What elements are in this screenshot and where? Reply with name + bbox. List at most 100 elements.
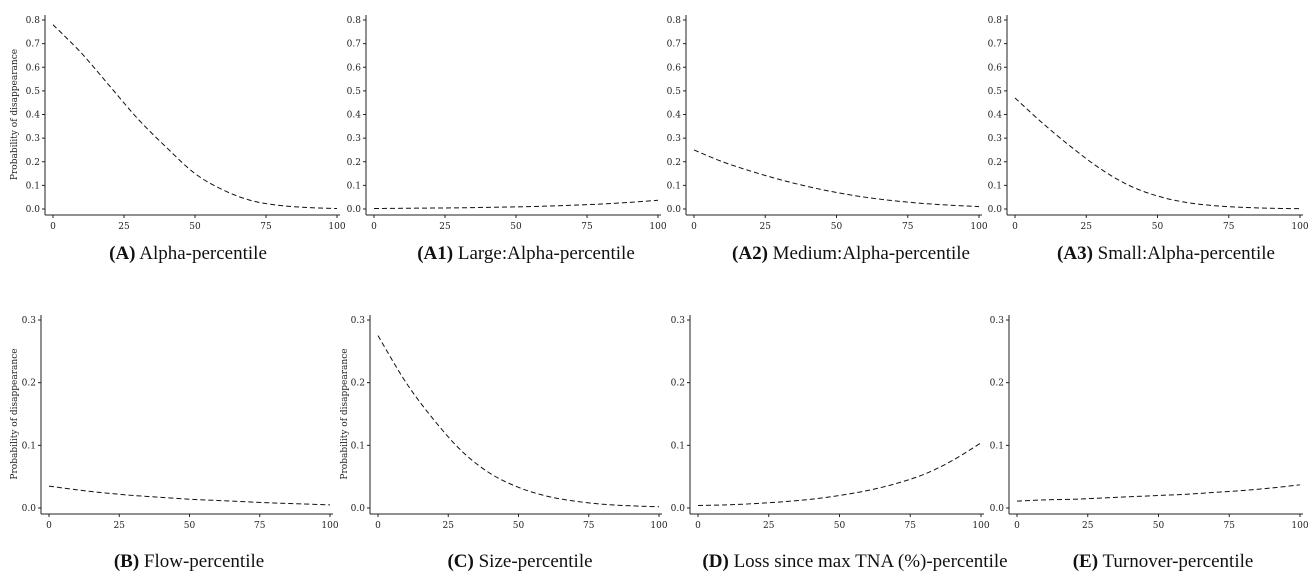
y-tick-label: 0.0 xyxy=(26,205,41,215)
x-tick-label: 25 xyxy=(443,521,455,531)
panel-caption: Medium:Alpha-percentile xyxy=(772,243,970,264)
caption-a2: (A2) Medium:Alpha-percentile xyxy=(732,243,970,265)
y-tick-label: 0.3 xyxy=(671,316,686,326)
x-tick-label: 0 xyxy=(375,521,381,531)
y-axis-label: Probability of disappearance xyxy=(10,49,20,180)
x-tick-label: 0 xyxy=(46,521,52,531)
series-line xyxy=(52,24,338,210)
x-tick-label: 0 xyxy=(691,222,697,232)
y-tick-label: 0.6 xyxy=(347,63,362,73)
caption-c: (C) Size-percentile xyxy=(447,551,592,573)
panel-label: (A2) xyxy=(732,243,768,264)
panel-caption: Small:Alpha-percentile xyxy=(1097,243,1275,264)
series-line xyxy=(1014,97,1301,210)
panel-5: 0.0 0.1 0.2 0.3 0 25 50 75 100 Probability of dis… xyxy=(340,315,668,531)
x-tick-label: 50 xyxy=(513,521,525,531)
y-tick-label: 0.3 xyxy=(26,134,41,144)
x-tick-label: 100 xyxy=(972,521,989,531)
y-tick-label: 0.4 xyxy=(667,111,682,121)
y-tick-label: 0.8 xyxy=(347,16,362,26)
x-tick-label: 25 xyxy=(439,222,451,232)
x-tick-label: 50 xyxy=(189,222,201,232)
series-line xyxy=(693,149,980,208)
series-line xyxy=(373,199,659,210)
y-tick-label: 0.1 xyxy=(990,441,1004,451)
y-tick-label: 0.4 xyxy=(26,111,41,121)
y-tick-label: 0.3 xyxy=(347,134,362,144)
y-tick-label: 0.3 xyxy=(351,316,366,326)
x-tick-label: 50 xyxy=(1152,222,1164,232)
panel-caption: Flow-percentile xyxy=(143,551,265,572)
y-tick-label: 0.2 xyxy=(26,158,40,168)
y-tick-label: 0.6 xyxy=(26,63,41,73)
x-tick-label: 50 xyxy=(510,222,522,232)
x-tick-label: 25 xyxy=(114,521,126,531)
y-tick-label: 0.0 xyxy=(988,205,1003,215)
y-tick-label: 0.1 xyxy=(347,181,361,191)
y-tick-label: 0.3 xyxy=(667,134,682,144)
panel-4: 0.0 0.1 0.2 0.3 0 25 50 75 100 Probability of dis… xyxy=(10,315,339,531)
y-tick-label: 0.7 xyxy=(26,40,41,50)
x-tick-label: 100 xyxy=(321,521,338,531)
x-tick-label: 50 xyxy=(834,521,846,531)
panel-2: 0.0 0.1 0.2 0.3 0.4 0.5 0.6 0.7 0.8 0 25 50 75 100 xyxy=(667,15,988,232)
x-tick-label: 0 xyxy=(695,521,701,531)
y-tick-label: 0.2 xyxy=(671,379,685,389)
x-tick-label: 100 xyxy=(1291,521,1308,531)
x-tick-label: 75 xyxy=(583,521,595,531)
y-tick-label: 0.0 xyxy=(347,205,362,215)
x-tick-label: 100 xyxy=(649,222,666,232)
panel-caption: Size-percentile xyxy=(478,551,593,572)
y-tick-label: 0.5 xyxy=(667,87,682,97)
x-tick-label: 75 xyxy=(902,222,914,232)
y-tick-label: 0.2 xyxy=(347,158,361,168)
panel-label: (A1) xyxy=(417,243,454,264)
y-tick-label: 0.8 xyxy=(26,16,41,26)
y-tick-label: 0.6 xyxy=(667,63,682,73)
x-tick-label: 0 xyxy=(371,222,377,232)
panel-1: 0.0 0.1 0.2 0.3 0.4 0.5 0.6 0.7 0.8 0 25 50 75 100 xyxy=(347,15,667,232)
y-tick-label: 0.2 xyxy=(990,379,1004,389)
panel-caption: Loss since max TNA (%)-percentile xyxy=(733,551,1008,572)
panel-label: (C) xyxy=(447,551,474,572)
panel-label: (A) xyxy=(109,243,136,264)
y-tick-label: 0.1 xyxy=(351,441,365,451)
x-tick-label: 75 xyxy=(254,521,266,531)
y-tick-label: 0.3 xyxy=(988,134,1003,144)
x-tick-label: 50 xyxy=(1153,521,1165,531)
y-tick-label: 0.4 xyxy=(988,111,1003,121)
caption-e: (E) Turnover-percentile xyxy=(1073,551,1254,573)
y-tick-label: 0.1 xyxy=(26,181,40,191)
x-tick-label: 100 xyxy=(1291,222,1308,232)
panel-caption: Turnover-percentile xyxy=(1102,551,1254,572)
panel-label: (D) xyxy=(702,551,729,572)
y-tick-label: 0.7 xyxy=(667,40,682,50)
x-tick-label: 75 xyxy=(581,222,593,232)
y-tick-label: 0.3 xyxy=(990,316,1005,326)
x-tick-label: 75 xyxy=(260,222,272,232)
x-tick-label: 25 xyxy=(118,222,130,232)
x-tick-label: 50 xyxy=(184,521,196,531)
x-tick-label: 0 xyxy=(50,222,56,232)
panel-6: 0.0 0.1 0.2 0.3 0 25 50 75 100 xyxy=(671,315,990,531)
y-tick-label: 0.4 xyxy=(347,111,362,121)
x-tick-label: 75 xyxy=(905,521,917,531)
y-tick-label: 0.2 xyxy=(22,379,36,389)
x-tick-label: 0 xyxy=(1014,521,1020,531)
y-tick-label: 0.1 xyxy=(988,181,1002,191)
x-tick-label: 75 xyxy=(1224,521,1236,531)
panel-caption: Large:Alpha-percentile xyxy=(457,243,635,264)
y-tick-label: 0.8 xyxy=(667,16,682,26)
y-axis-label: Probability of disappearance xyxy=(340,348,350,479)
y-tick-label: 0.0 xyxy=(667,205,682,215)
y-tick-label: 0.1 xyxy=(671,441,685,451)
panel-3: 0.0 0.1 0.2 0.3 0.4 0.5 0.6 0.7 0.8 0 25 50 75 100 xyxy=(988,15,1309,232)
y-tick-label: 0.0 xyxy=(351,504,366,514)
panel-7: 0.0 0.1 0.2 0.3 0 25 50 75 100 xyxy=(990,315,1309,531)
caption-b: (B) Flow-percentile xyxy=(114,551,264,573)
y-tick-label: 0.5 xyxy=(988,87,1003,97)
x-tick-label: 25 xyxy=(760,222,772,232)
panel-caption: Alpha-percentile xyxy=(139,243,267,264)
y-tick-label: 0.0 xyxy=(671,504,686,514)
